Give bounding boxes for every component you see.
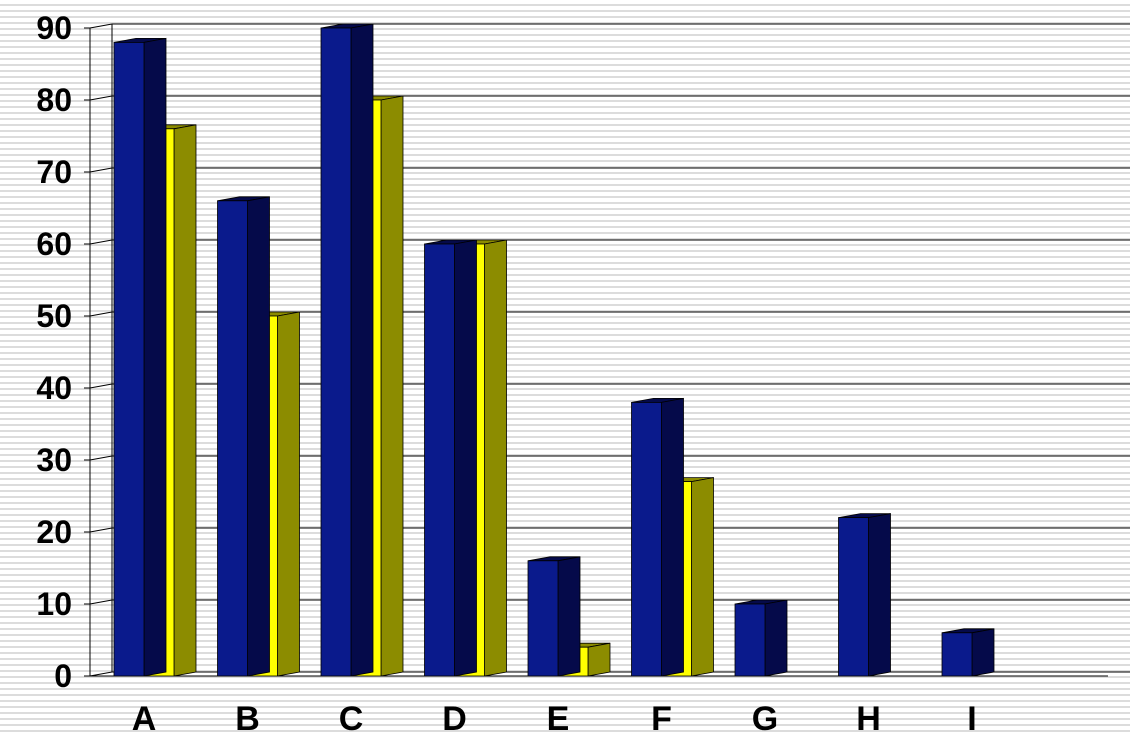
- x-tick-label: C: [339, 700, 364, 732]
- y-tick-label: 40: [36, 370, 72, 406]
- bar-side: [868, 513, 891, 677]
- x-tick-label: D: [442, 700, 467, 732]
- x-axis-ticks: A B C D E F G H I: [132, 700, 977, 732]
- x-tick-label: E: [547, 700, 570, 732]
- bar-side: [350, 23, 374, 677]
- y-tick-label: 10: [36, 586, 72, 622]
- bar-side: [380, 95, 404, 677]
- bar-side: [971, 628, 995, 677]
- x-tick-label: B: [235, 700, 260, 732]
- y-tick-label: 30: [36, 442, 72, 478]
- bar-side: [484, 239, 507, 677]
- y-tick-label: 20: [36, 514, 72, 550]
- bar-side: [173, 124, 197, 677]
- bar-side: [454, 239, 477, 677]
- bar-series-1: [424, 239, 477, 677]
- y-tick-label: 90: [36, 10, 72, 46]
- gridline-side: [89, 23, 113, 29]
- bar-series-1: [631, 397, 684, 677]
- floor-side-line: [89, 671, 113, 677]
- gridline-side: [89, 455, 113, 461]
- bars: [113, 23, 995, 677]
- bar-front: [631, 401, 662, 677]
- gridline-side: [89, 239, 113, 245]
- bar-side: [143, 37, 167, 677]
- gridline-side: [89, 599, 113, 605]
- bar-front: [113, 42, 145, 677]
- bar-side: [277, 311, 300, 677]
- bar-series-1: [734, 599, 788, 677]
- bar-side: [247, 196, 270, 677]
- bar-front: [527, 560, 559, 677]
- bar-front: [217, 200, 248, 677]
- bar-side: [661, 397, 684, 677]
- bar-front: [941, 632, 973, 677]
- bar-side: [587, 642, 611, 677]
- y-tick-label: 50: [36, 298, 72, 334]
- bar-front: [320, 27, 352, 677]
- x-tick-label: F: [651, 700, 672, 732]
- gridline-side: [89, 167, 113, 173]
- bar-series-1: [838, 513, 891, 677]
- y-axis-ticks: 0 10 20 30 40 50 60 70 80 90: [36, 10, 90, 694]
- y-tick-label: 60: [36, 226, 72, 262]
- bar-side: [764, 599, 788, 677]
- bar-side: [557, 556, 581, 677]
- bar-front: [734, 603, 766, 677]
- gridline-side: [89, 311, 113, 317]
- x-tick-label: I: [967, 700, 976, 732]
- gridline-side: [89, 383, 113, 389]
- x-tick-label: H: [856, 700, 881, 732]
- bar-series-1: [113, 37, 167, 677]
- bar-series-1: [217, 196, 270, 677]
- bar-series-1: [941, 628, 995, 677]
- bar-front: [838, 517, 869, 677]
- bar-front: [424, 243, 455, 677]
- y-tick-label: 80: [36, 82, 72, 118]
- gridline-side: [89, 95, 113, 101]
- y-tick-label: 0: [54, 658, 72, 694]
- x-tick-label: A: [132, 700, 157, 732]
- x-tick-label: G: [752, 700, 778, 732]
- bar-side: [691, 477, 714, 677]
- bar-series-1: [320, 23, 374, 677]
- gridline-side: [89, 527, 113, 533]
- y-tick-label: 70: [36, 154, 72, 190]
- bar-series-1: [527, 556, 581, 677]
